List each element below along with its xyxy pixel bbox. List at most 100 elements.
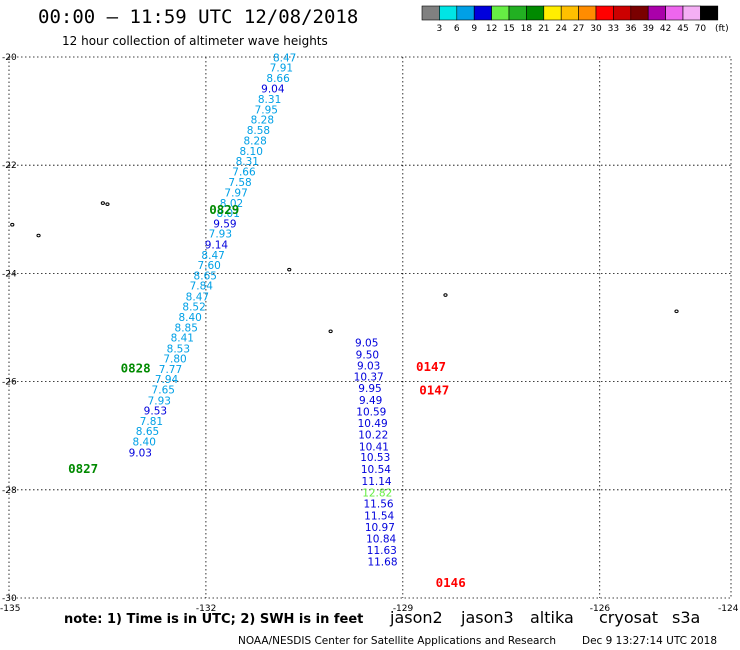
colorbar-label: 12 — [486, 24, 497, 34]
track-cryosat: 9.059.509.0310.379.959.4910.5910.4910.22… — [354, 337, 466, 590]
wave-height-label: 9.49 — [359, 395, 382, 407]
lat-tick-label: -26 — [2, 378, 17, 388]
colorbar-swatch — [508, 5, 527, 21]
colorbar-swatch — [665, 5, 684, 21]
wave-height-label: 7.93 — [209, 229, 232, 241]
colorbar-label: 21 — [538, 24, 549, 34]
wave-height-label: 9.59 — [213, 218, 236, 230]
wave-height-label: 10.54 — [361, 464, 391, 476]
wave-height-label: 11.68 — [367, 557, 397, 569]
wave-height-label: 11.54 — [364, 511, 394, 523]
wave-height-label: 8.31 — [236, 156, 259, 168]
wave-height-label: 8.40 — [133, 436, 156, 448]
wave-height-label: 10.97 — [365, 522, 395, 534]
wave-height-label: 8.53 — [167, 343, 190, 355]
island-outline — [674, 309, 679, 314]
wave-height-label: 9.03 — [357, 361, 380, 373]
island-outline — [328, 329, 333, 334]
colorbar-swatch — [439, 5, 458, 21]
wave-height-label: 9.03 — [129, 447, 152, 459]
colorbar-label: 30 — [590, 24, 602, 34]
lat-tick-label: -22 — [2, 161, 17, 171]
wave-height-label: 7.66 — [232, 166, 256, 178]
lon-tick-label: -126 — [590, 604, 611, 614]
lon-tick-label: -135 — [0, 604, 20, 614]
island-outline — [100, 201, 105, 205]
wave-height-label: 8.41 — [171, 333, 194, 345]
colorbar-swatch — [491, 5, 510, 21]
colorbar-swatch — [578, 5, 597, 21]
pass-time-label: 0147 — [416, 359, 446, 374]
wave-height-label: 9.50 — [356, 349, 379, 361]
wave-height-label: 9.95 — [358, 383, 381, 395]
wave-height-label: 9.14 — [205, 240, 229, 252]
generated-timestamp: Dec 9 13:27:14 UTC 2018 — [582, 635, 718, 647]
wave-height-label: 9.05 — [355, 337, 378, 349]
wave-height-label: 8.01 — [217, 208, 240, 220]
wave-height-label: 7.77 — [159, 364, 182, 376]
footer-note: note: 1) Time is in UTC; 2) SWH is in fe… — [64, 612, 364, 627]
colorbar-swatch — [526, 5, 545, 21]
island-outlines — [10, 201, 679, 334]
wave-height-label: 8.66 — [266, 73, 290, 85]
lat-tick-label: -30 — [2, 594, 17, 604]
colorbar-label: 27 — [573, 24, 584, 34]
wave-height-label: 8.40 — [178, 312, 201, 324]
wave-height-label: 8.52 — [182, 302, 205, 314]
colorbar-label: 42 — [660, 24, 671, 34]
colorbar-label: 39 — [642, 24, 654, 34]
wave-height-label: 11.14 — [362, 476, 392, 488]
wave-height-label: 8.10 — [240, 146, 263, 158]
lat-tick-label: -24 — [2, 269, 17, 279]
lon-tick-label: -129 — [393, 604, 414, 614]
pass-time-label: 0828 — [121, 360, 151, 375]
map-subtitle: 12 hour collection of altimeter wave hei… — [62, 34, 328, 48]
colorbar-swatch — [613, 5, 632, 21]
wave-height-label: 8.85 — [175, 322, 198, 334]
pass-time-label: 0827 — [68, 461, 98, 476]
legend-jason3: jason3 — [461, 608, 514, 627]
colorbar-label: 24 — [555, 24, 567, 34]
wave-height-label: 10.59 — [356, 407, 386, 419]
satellite-tracks: 8.477.918.669.048.317.958.288.588.288.10… — [68, 52, 466, 590]
colorbar-label: 6 — [454, 24, 460, 34]
colorbar-swatch — [647, 5, 666, 21]
wave-height-label: 7.95 — [255, 104, 278, 116]
colorbar-label: 45 — [677, 24, 688, 34]
credit-line: NOAA/NESDIS Center for Satellite Applica… — [238, 635, 556, 647]
lat-lon-grid — [8, 56, 732, 599]
legend-cryosat: cryosat — [599, 608, 659, 627]
lon-tick-label: -132 — [196, 604, 216, 614]
island-outline — [105, 202, 110, 206]
wave-height-label: 10.49 — [358, 418, 388, 430]
wave-height-label: 8.65 — [194, 270, 217, 282]
wave-height-label: 7.93 — [148, 395, 171, 407]
wave-height-label: 8.31 — [258, 94, 281, 106]
wave-height-label: 7.81 — [140, 416, 163, 428]
track-jason3: 8.477.918.669.048.317.958.288.588.288.10… — [68, 52, 296, 476]
colorbar-label: 18 — [521, 24, 533, 34]
wave-height-label: 8.28 — [243, 136, 266, 148]
colorbar-swatch — [421, 5, 440, 21]
island-outline — [443, 293, 448, 297]
colorbar-unit: (ft) — [715, 24, 729, 34]
wave-height-label: 8.02 — [220, 198, 243, 210]
wave-height-label: 9.53 — [144, 406, 167, 418]
wave-height-label: 10.41 — [359, 441, 389, 453]
pass-time-label: 0146 — [436, 575, 466, 590]
island-outline — [36, 233, 41, 238]
lat-tick-label: -28 — [2, 486, 17, 496]
colorbar-swatch — [630, 5, 649, 21]
wave-height-label: 8.47 — [273, 52, 296, 64]
wave-height-label: 8.65 — [136, 426, 159, 438]
colorbar-swatch — [543, 5, 562, 21]
wave-height-label: 7.65 — [152, 385, 175, 397]
lat-tick-label: -20 — [2, 53, 17, 63]
wave-height-label: 11.56 — [364, 499, 394, 511]
lon-tick-label: -124 — [718, 604, 739, 614]
colorbar-label: 70 — [695, 24, 707, 34]
pass-time-label: 0829 — [209, 202, 239, 217]
legend-s3a: s3a — [672, 608, 701, 627]
legend-altika: altika — [530, 608, 574, 627]
wave-height-label: 8.28 — [251, 115, 274, 127]
